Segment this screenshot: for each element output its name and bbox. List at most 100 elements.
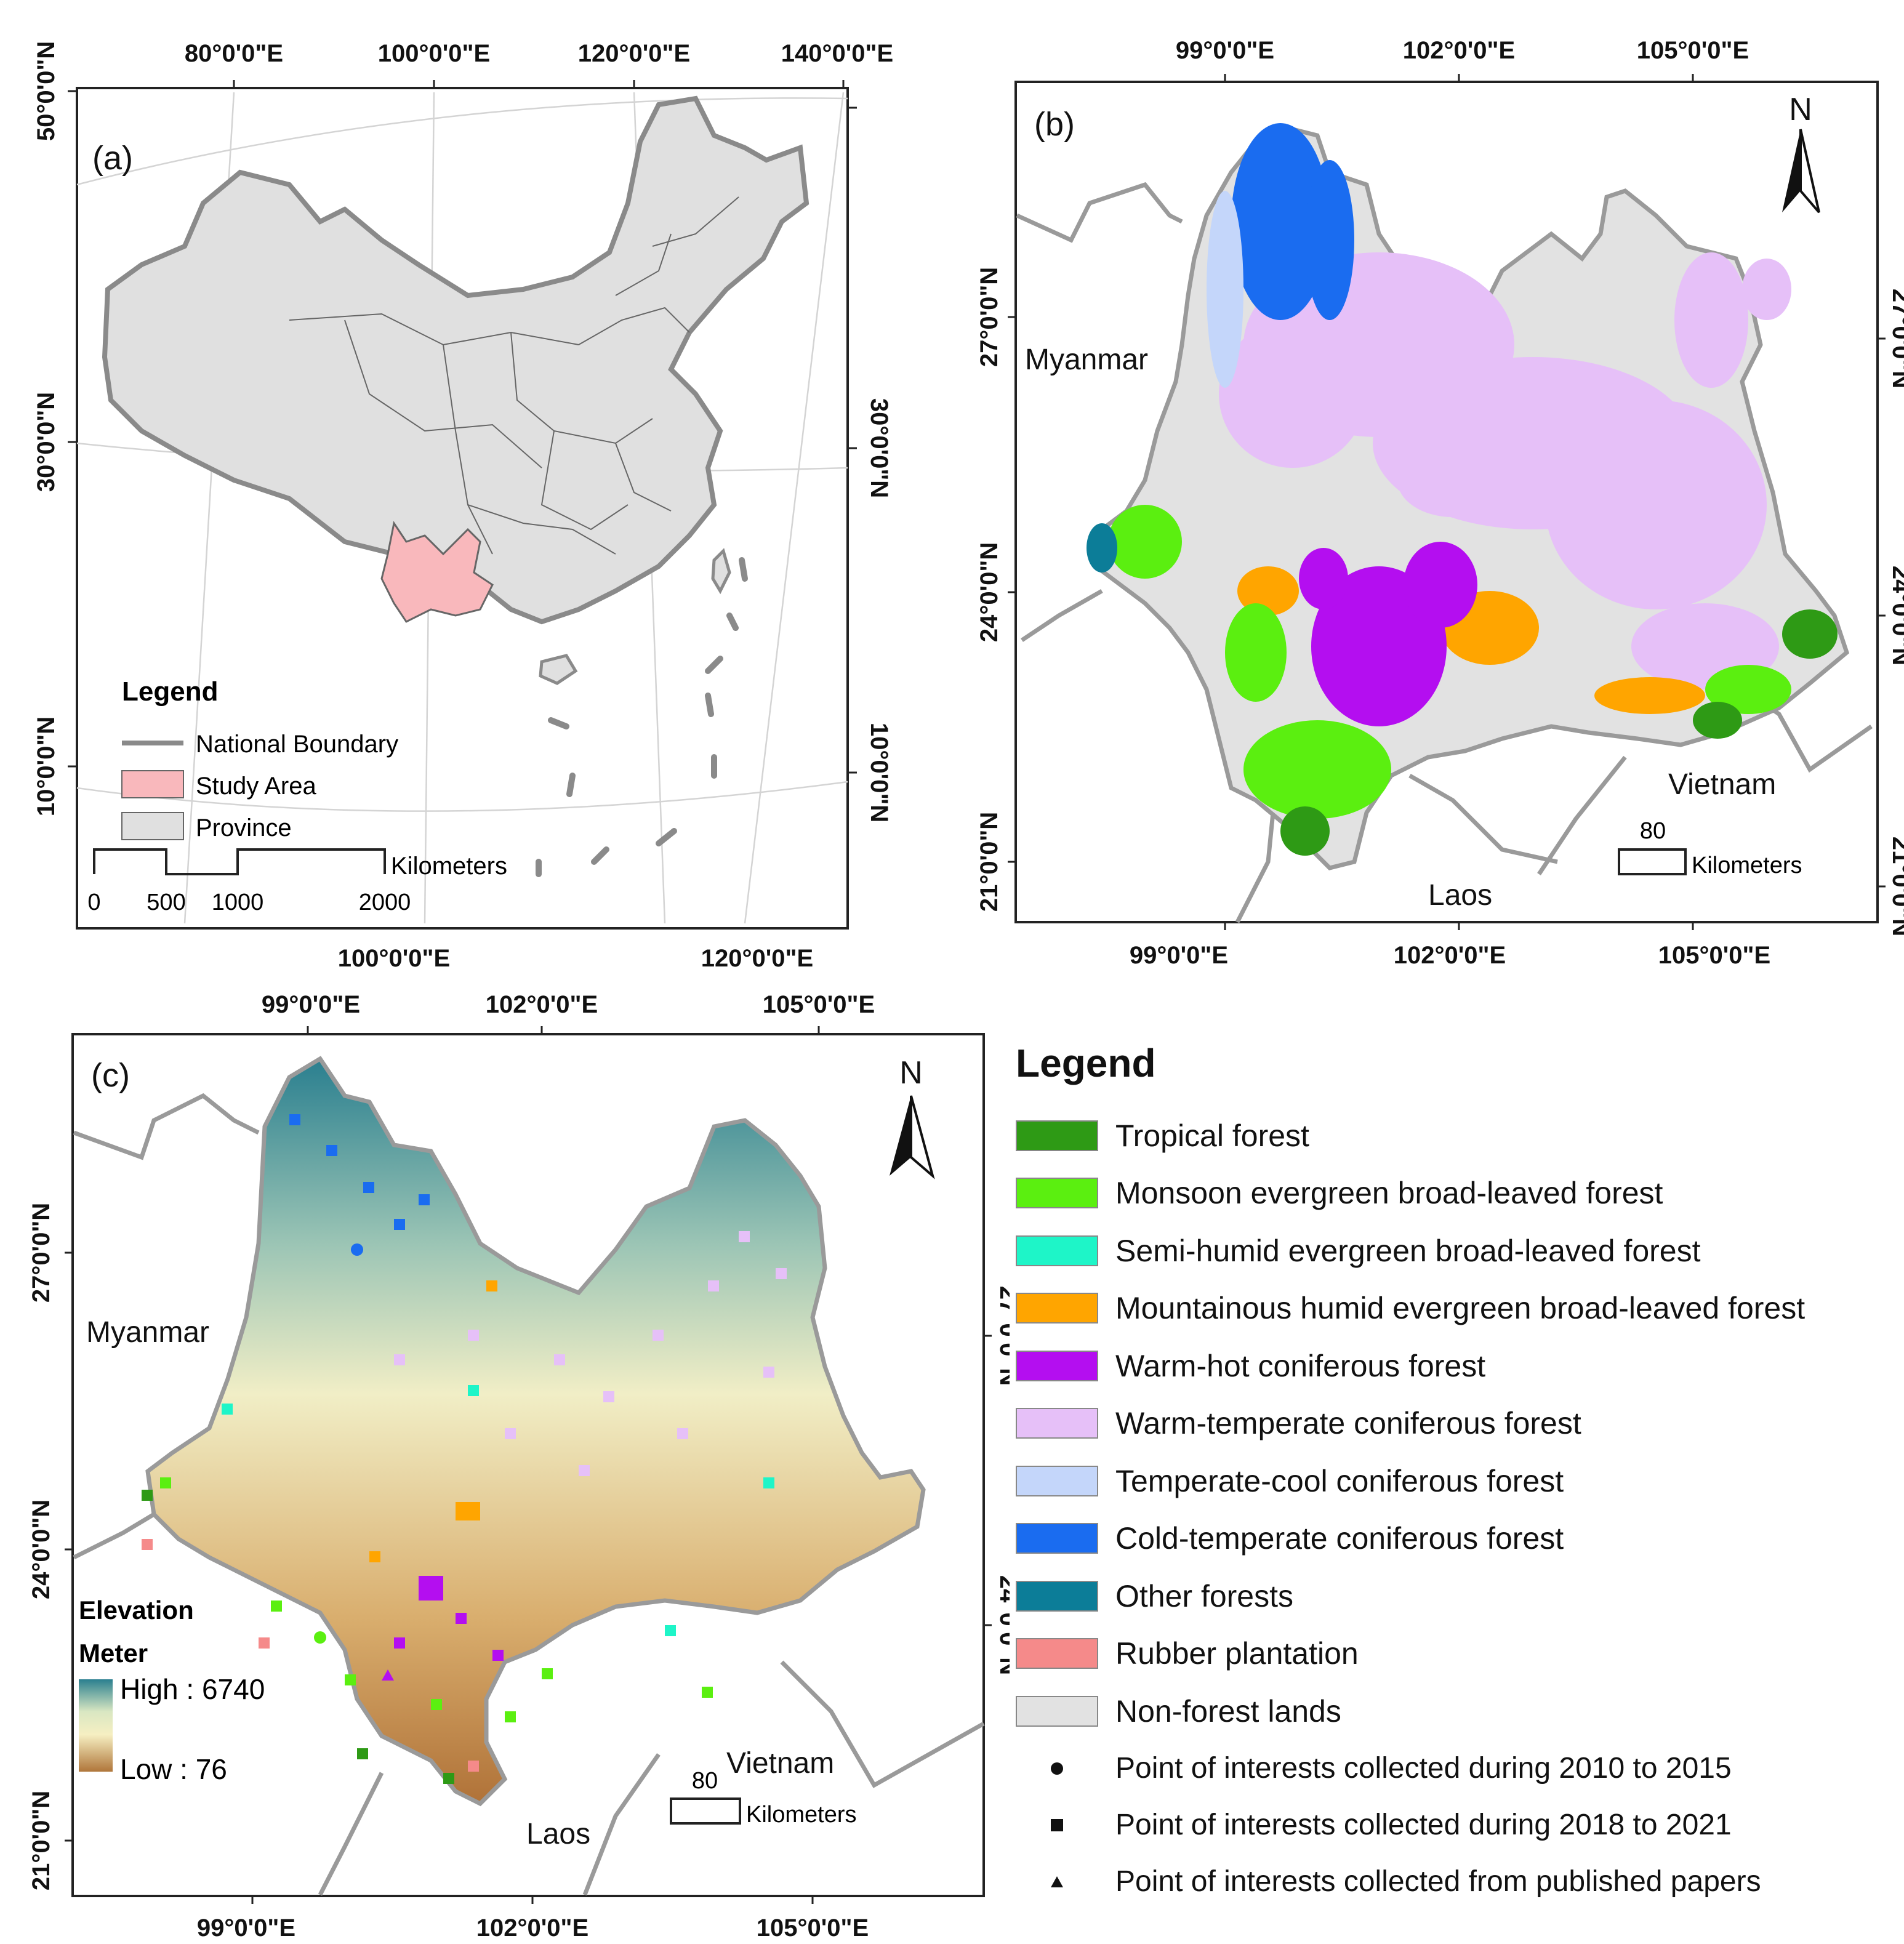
sample-points [142, 1114, 787, 1784]
elevation-ramp [79, 1679, 113, 1772]
swatch-non-forest [1016, 1695, 1098, 1727]
legend-row-semi-humid-forest: Semi-humid evergreen broad-leaved forest [1010, 1222, 1890, 1280]
swatch-semi-humid-forest [1016, 1235, 1098, 1266]
legend-class-list: Tropical forest Monsoon evergreen broad-… [1010, 1107, 1890, 1740]
panel-b-scale-unit: Kilometers [1692, 853, 1802, 878]
panel-c-top-tick-3: 105°0'0"E [763, 991, 875, 1018]
label-point-published: Point of interests collected from publis… [1115, 1865, 1761, 1898]
panel-b-left-tick-2: 24°0'0"N [976, 542, 1003, 642]
square-icon [1016, 1818, 1098, 1832]
label-point-2010-2015: Point of interests collected during 2010… [1115, 1752, 1732, 1785]
panel-b-left-tick-3: 21°0'0"N [976, 812, 1003, 912]
panel-a-top-tick-3: 120°0'0"E [578, 40, 690, 67]
panel-a-top-tick-1: 80°0'0"E [185, 40, 283, 67]
legend-row-tropical-forest: Tropical forest [1010, 1107, 1890, 1165]
legend-row-cold-temperate-coniferous: Cold-temperate coniferous forest [1010, 1510, 1890, 1568]
label-warm-hot-coniferous: Warm-hot coniferous forest [1115, 1348, 1486, 1383]
panel-b-right-tick-3: 21°0'0"N [1887, 837, 1904, 936]
panel-b-scale-value: 80 [1640, 818, 1666, 844]
legend-point-2018-2021: Point of interests collected during 2018… [1010, 1797, 1890, 1854]
panel-b-scale-bar [1618, 848, 1687, 875]
label-tropical-forest: Tropical forest [1115, 1118, 1309, 1153]
panel-a-bottom-tick-2: 120°0'0"E [701, 945, 813, 972]
panel-b-right-tick-1: 27°0'0"N [1887, 289, 1904, 388]
panel-a-scale-500: 500 [147, 890, 185, 915]
panel-a-right-tick-2: 10°0'0"N [866, 723, 893, 822]
swatch-tropical-forest [1016, 1120, 1098, 1151]
panel-a-top-tick-4: 140°0'0"E [781, 40, 893, 67]
swatch-temperate-cool-coniferous [1016, 1465, 1098, 1496]
forest-patches-b [1087, 123, 1838, 856]
panel-c-right-tick-1: 27°0'0"N [995, 1286, 1010, 1386]
legend-row-temperate-cool-coniferous: Temperate-cool coniferous forest [1010, 1452, 1890, 1510]
panel-a-bottom-tick-1: 100°0'0"E [338, 945, 450, 972]
panel-b-north-arrow-icon [1782, 129, 1820, 214]
panel-a-left-tick-1: 50°0'0"N [33, 41, 60, 141]
panel-a-right-tick-1: 30°0'0"N [866, 398, 893, 498]
panel-b-right-tick-2: 24°0'0"N [1887, 566, 1904, 665]
panel-c-scale-bar [670, 1797, 741, 1825]
label-non-forest: Non-forest lands [1115, 1693, 1341, 1729]
panel-c-bottom-tick-3: 105°0'0"E [757, 1914, 869, 1942]
panel-a-legend-title: Legend [122, 677, 218, 707]
panel-c-tick-marks [65, 1026, 992, 1904]
swatch-mountainous-humid-forest [1016, 1293, 1098, 1324]
yunnan-terrain [145, 1056, 926, 1807]
elevation-low: Low : 76 [120, 1753, 227, 1785]
panel-c-north-label: N [899, 1055, 923, 1091]
label-point-2018-2021: Point of interests collected during 2018… [1115, 1809, 1732, 1841]
panel-a-top-tick-2: 100°0'0"E [378, 40, 490, 67]
panel-b-top-tick-1: 99°0'0"E [1176, 37, 1274, 64]
taiwan-island [711, 548, 731, 595]
panel-a-tick-marks [68, 80, 857, 774]
panel-b-north-label: N [1789, 92, 1812, 127]
legend-point-published: Point of interests collected from publis… [1010, 1854, 1890, 1910]
swatch-warm-temperate-coniferous [1016, 1408, 1098, 1439]
panel-b-left-tick-1: 27°0'0"N [976, 267, 1003, 367]
study-area-yunnan [380, 521, 494, 623]
panel-b-forest-map: 99°0'0"E 102°0'0"E 105°0'0"E 99°0'0"E 10… [976, 37, 1904, 969]
elevation-unit: Meter [79, 1639, 148, 1668]
legend-row-non-forest: Non-forest lands [1010, 1682, 1890, 1740]
panel-a-china-map: 80°0'0"E 100°0'0"E 120°0'0"E 140°0'0"E 1… [33, 40, 893, 972]
panel-b-bottom-tick-1: 99°0'0"E [1130, 942, 1228, 969]
legend-row-monsoon-forest: Monsoon evergreen broad-leaved forest [1010, 1165, 1890, 1223]
legend-point-2010-2015: Point of interests collected during 2010… [1010, 1740, 1890, 1797]
province-swatch [121, 812, 184, 840]
panel-b-country-vietnam: Vietnam [1668, 768, 1776, 801]
elevation-title: Elevation [79, 1596, 194, 1625]
label-cold-temperate-coniferous: Cold-temperate coniferous forest [1115, 1521, 1564, 1556]
legend-row-warm-temperate-coniferous: Warm-temperate coniferous forest [1010, 1395, 1890, 1453]
south-china-sea-dashes [536, 557, 748, 877]
panel-b-country-boundaries [1016, 182, 1873, 923]
panel-c-north-arrow-icon [890, 1095, 935, 1179]
panel-a-left-tick-2: 30°0'0"N [33, 392, 60, 492]
legend-point-list: Point of interests collected during 2010… [1010, 1740, 1890, 1910]
swatch-monsoon-forest [1016, 1178, 1098, 1209]
panel-b-top-tick-3: 105°0'0"E [1637, 37, 1749, 64]
legend-row-rubber-plantation: Rubber plantation [1010, 1625, 1890, 1683]
panel-a-label: (a) [92, 140, 133, 177]
panel-b-tick-marks [1008, 74, 1886, 930]
panel-a-scale-1000: 1000 [212, 890, 264, 915]
panel-c-top-tick-1: 99°0'0"E [262, 991, 360, 1018]
panel-b-bottom-tick-3: 105°0'0"E [1658, 942, 1770, 969]
label-mountainous-humid-forest: Mountainous humid evergreen broad-leaved… [1115, 1291, 1806, 1326]
legend-national-boundary: National Boundary [196, 731, 398, 758]
panel-c-country-vietnam: Vietnam [726, 1747, 834, 1780]
label-warm-temperate-coniferous: Warm-temperate coniferous forest [1115, 1406, 1581, 1441]
legend-province: Province [196, 814, 292, 841]
legend-row-warm-hot-coniferous: Warm-hot coniferous forest [1010, 1337, 1890, 1395]
label-other-forests: Other forests [1115, 1578, 1293, 1613]
panel-c-country-myanmar: Myanmar [86, 1316, 209, 1349]
panel-b-bottom-tick-2: 102°0'0"E [1394, 942, 1506, 969]
swatch-warm-hot-coniferous [1016, 1350, 1098, 1381]
panel-c-scale-value: 80 [692, 1768, 718, 1794]
legend-row-mountainous-humid-forest: Mountainous humid evergreen broad-leaved… [1010, 1280, 1890, 1338]
circle-icon [1016, 1761, 1098, 1776]
panel-a-scale-2000: 2000 [359, 890, 411, 915]
panel-c-left-tick-1: 27°0'0"N [28, 1203, 55, 1303]
label-semi-humid-forest: Semi-humid evergreen broad-leaved forest [1115, 1233, 1701, 1268]
panel-c-elevation-map: 99°0'0"E 102°0'0"E 105°0'0"E 99°0'0"E 10… [28, 991, 1010, 1942]
panel-c-label: (c) [91, 1057, 130, 1094]
